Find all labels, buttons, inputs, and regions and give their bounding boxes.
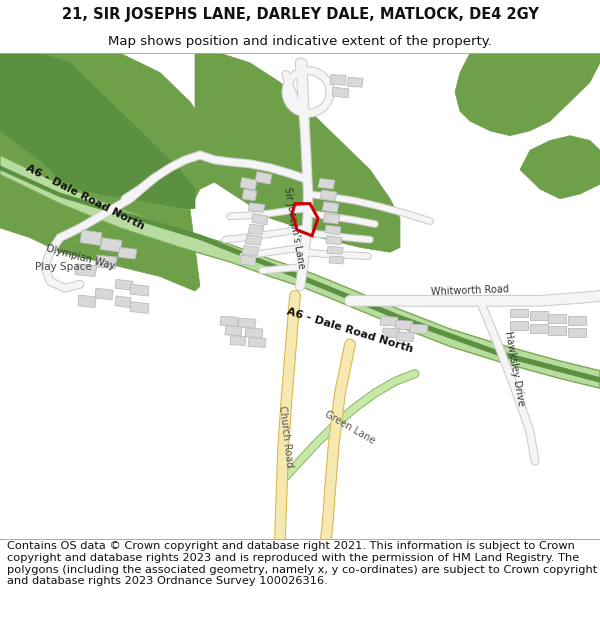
Polygon shape — [329, 256, 344, 264]
Text: Olympian Way: Olympian Way — [44, 243, 115, 271]
Polygon shape — [382, 328, 400, 338]
Polygon shape — [568, 328, 586, 337]
Polygon shape — [300, 269, 600, 388]
Polygon shape — [530, 324, 548, 333]
Polygon shape — [320, 190, 337, 201]
Polygon shape — [255, 172, 272, 184]
Polygon shape — [248, 202, 265, 212]
Polygon shape — [380, 316, 398, 326]
Polygon shape — [220, 316, 238, 326]
Polygon shape — [322, 202, 339, 212]
Polygon shape — [95, 255, 117, 269]
Polygon shape — [230, 336, 246, 346]
Polygon shape — [240, 177, 257, 190]
Polygon shape — [252, 213, 268, 225]
Text: A6 - Dale Road North: A6 - Dale Road North — [24, 162, 146, 231]
Polygon shape — [510, 321, 528, 330]
Polygon shape — [100, 238, 122, 252]
Polygon shape — [0, 166, 600, 382]
Polygon shape — [455, 53, 600, 136]
Text: Hawksley Drive: Hawksley Drive — [503, 331, 527, 407]
Text: A6 - Dale Road North: A6 - Dale Road North — [286, 306, 415, 354]
Polygon shape — [248, 338, 266, 348]
Polygon shape — [332, 87, 349, 98]
Text: Green Lane: Green Lane — [323, 409, 377, 446]
Polygon shape — [326, 236, 342, 244]
Text: Church Road: Church Road — [277, 405, 295, 468]
Polygon shape — [115, 279, 133, 290]
Polygon shape — [130, 302, 149, 313]
Polygon shape — [395, 320, 413, 330]
Polygon shape — [245, 328, 263, 338]
Polygon shape — [78, 295, 96, 308]
Text: Sir Joseph's Lane: Sir Joseph's Lane — [282, 186, 306, 269]
Polygon shape — [118, 248, 137, 259]
Text: Play Space: Play Space — [35, 262, 92, 272]
Polygon shape — [195, 53, 400, 252]
Polygon shape — [323, 213, 340, 224]
Polygon shape — [242, 189, 257, 201]
Polygon shape — [242, 246, 259, 256]
Polygon shape — [75, 264, 97, 276]
Polygon shape — [80, 230, 102, 246]
Polygon shape — [410, 324, 428, 334]
Polygon shape — [347, 78, 363, 87]
Polygon shape — [130, 284, 149, 296]
Polygon shape — [0, 53, 195, 209]
Polygon shape — [238, 318, 256, 328]
Text: Whitworth Road: Whitworth Road — [431, 285, 509, 298]
Polygon shape — [568, 316, 586, 325]
Polygon shape — [396, 332, 414, 342]
Polygon shape — [0, 53, 240, 291]
Text: Map shows position and indicative extent of the property.: Map shows position and indicative extent… — [108, 35, 492, 48]
Polygon shape — [115, 296, 131, 308]
Polygon shape — [327, 246, 343, 254]
Polygon shape — [95, 288, 113, 300]
Text: Contains OS data © Crown copyright and database right 2021. This information is : Contains OS data © Crown copyright and d… — [7, 541, 598, 586]
Polygon shape — [530, 311, 548, 320]
Polygon shape — [245, 235, 262, 246]
Polygon shape — [330, 74, 346, 85]
Polygon shape — [225, 326, 242, 336]
Text: 21, SIR JOSEPHS LANE, DARLEY DALE, MATLOCK, DE4 2GY: 21, SIR JOSEPHS LANE, DARLEY DALE, MATLO… — [62, 8, 538, 22]
Polygon shape — [325, 225, 341, 235]
Polygon shape — [0, 155, 300, 286]
Polygon shape — [520, 136, 600, 199]
Polygon shape — [248, 224, 264, 235]
Polygon shape — [548, 326, 566, 335]
Polygon shape — [240, 255, 256, 266]
Polygon shape — [510, 309, 528, 318]
Polygon shape — [548, 314, 566, 323]
Polygon shape — [318, 178, 335, 189]
